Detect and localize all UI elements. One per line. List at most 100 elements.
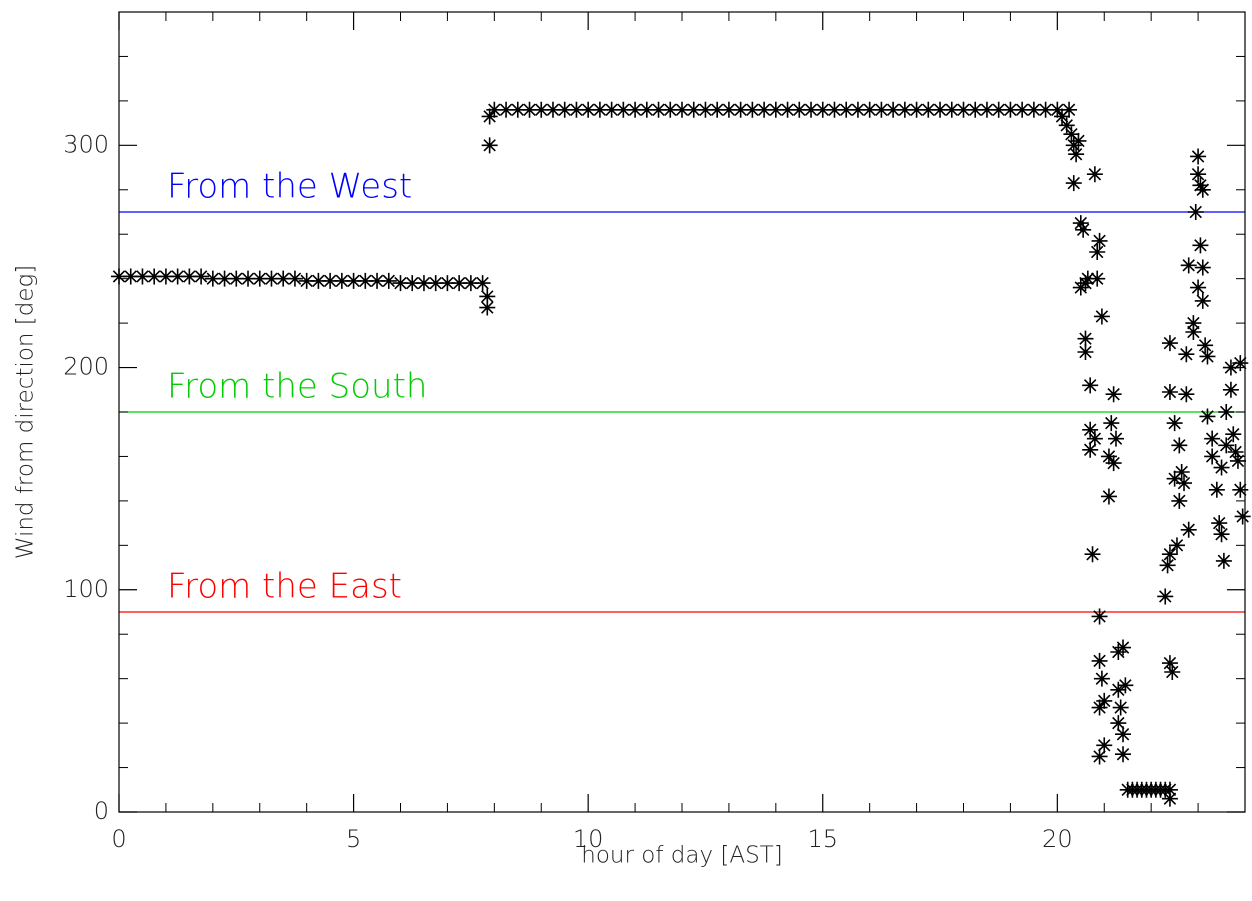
data-point	[1159, 557, 1176, 574]
x-tick-label: 5	[346, 825, 361, 853]
x-tick-label: 20	[1042, 825, 1073, 853]
data-point	[568, 101, 585, 118]
data-point	[1161, 790, 1178, 807]
data-point	[1112, 699, 1129, 716]
data-point	[474, 275, 491, 292]
data-point	[481, 137, 498, 154]
data-point	[1190, 148, 1207, 165]
data-point	[134, 268, 151, 285]
data-point	[1227, 444, 1244, 460]
data-point	[779, 101, 796, 118]
data-point	[1190, 279, 1207, 296]
data-point	[251, 270, 268, 287]
data-point	[1105, 386, 1122, 403]
data-point	[1232, 481, 1249, 498]
data-point	[1192, 177, 1209, 194]
data-point	[1103, 415, 1120, 432]
data-point	[1211, 515, 1228, 532]
data-point	[1204, 430, 1221, 447]
data-point	[1166, 470, 1183, 487]
data-point	[380, 272, 397, 289]
data-point	[111, 268, 127, 285]
data-point	[1105, 455, 1122, 472]
data-point	[439, 275, 456, 292]
data-point	[1115, 639, 1132, 656]
data-point	[591, 101, 608, 118]
data-point	[204, 270, 221, 287]
y-axis-label: Wind from direction [deg]	[13, 265, 39, 560]
data-point	[1096, 737, 1113, 754]
data-point	[650, 101, 667, 118]
data-point	[1070, 132, 1087, 149]
data-point	[1178, 386, 1195, 403]
x-axis-label: hour of day [AST]	[581, 843, 782, 869]
data-point	[943, 101, 960, 118]
y-tick-label: 300	[63, 130, 109, 158]
data-point	[791, 101, 808, 118]
data-point	[1192, 237, 1209, 254]
data-point	[181, 268, 198, 285]
data-point	[732, 101, 749, 118]
data-point	[990, 101, 1007, 118]
data-point	[1178, 346, 1195, 363]
data-point	[627, 101, 644, 118]
data-point	[1065, 175, 1082, 192]
data-point	[1213, 459, 1230, 476]
data-point	[1229, 452, 1246, 469]
data-point	[462, 275, 479, 292]
data-point	[228, 270, 245, 287]
data-point	[1049, 101, 1066, 118]
data-point	[638, 101, 655, 118]
data-point	[122, 268, 139, 285]
data-point	[1164, 664, 1181, 680]
data-point	[803, 101, 820, 118]
data-point	[1180, 257, 1197, 274]
data-point	[479, 288, 496, 305]
data-point	[1093, 670, 1110, 687]
data-point	[1161, 655, 1178, 672]
data-point	[662, 101, 679, 118]
data-point	[1091, 608, 1108, 625]
data-point	[216, 270, 233, 287]
data-point	[1187, 204, 1204, 220]
data-point	[1197, 337, 1214, 354]
data-point	[1199, 348, 1216, 365]
data-point	[885, 101, 902, 118]
y-tick-label: 0	[94, 797, 109, 825]
data-point	[1218, 404, 1235, 420]
data-point	[674, 101, 690, 118]
data-point	[1232, 355, 1249, 372]
data-point	[1089, 270, 1106, 287]
data-point	[1086, 166, 1103, 183]
data-point	[1234, 508, 1251, 525]
data-point	[814, 101, 831, 118]
data-point	[544, 101, 561, 118]
data-point	[1002, 101, 1019, 118]
data-point	[1117, 677, 1134, 694]
data-point	[263, 270, 280, 287]
data-point	[1091, 699, 1108, 716]
data-point	[427, 275, 444, 292]
data-point	[1115, 726, 1132, 743]
data-point	[451, 275, 468, 292]
data-point	[1173, 464, 1190, 480]
data-point	[1072, 279, 1089, 296]
data-point	[920, 101, 937, 118]
data-point	[193, 268, 210, 285]
data-point	[415, 275, 432, 292]
data-point	[849, 101, 866, 118]
data-point	[1054, 108, 1071, 125]
data-point	[896, 101, 913, 118]
data-point	[1115, 746, 1132, 763]
data-point	[580, 101, 597, 118]
data-point	[479, 299, 496, 316]
data-point	[756, 101, 773, 118]
data-point	[1058, 117, 1075, 134]
data-point	[1199, 408, 1216, 425]
data-point	[1068, 146, 1085, 163]
data-point	[1194, 292, 1211, 309]
data-point	[838, 101, 855, 118]
data-point	[826, 101, 843, 118]
data-point	[286, 270, 303, 287]
data-point	[1171, 437, 1188, 454]
